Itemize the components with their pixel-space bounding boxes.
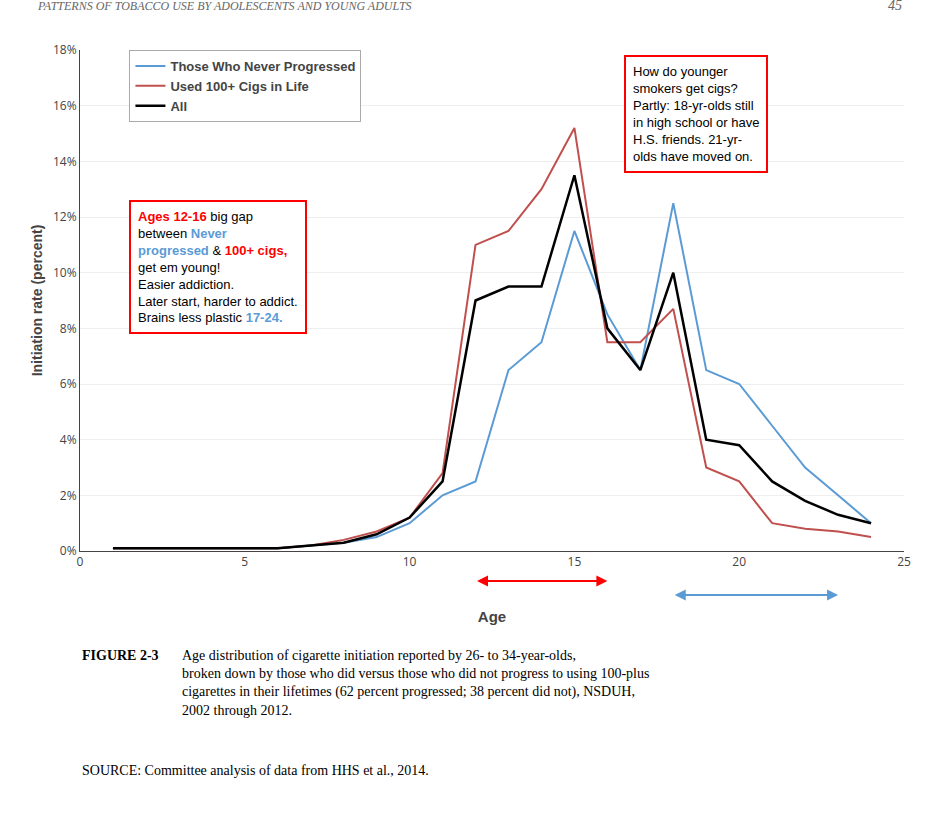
svg-text:Age: Age bbox=[478, 608, 506, 625]
svg-text:18%: 18% bbox=[53, 41, 77, 58]
svg-text:0: 0 bbox=[77, 553, 84, 570]
svg-text:SOURCE: Committee analysis of: SOURCE: Committee analysis of data from … bbox=[82, 763, 429, 778]
svg-text:12%: 12% bbox=[53, 208, 77, 225]
svg-text:PATTERNS OF TOBACCO USE BY ADO: PATTERNS OF TOBACCO USE BY ADOLESCENTS A… bbox=[37, 0, 412, 13]
svg-text:Used 100+ Cigs in Life: Used 100+ Cigs in Life bbox=[170, 79, 308, 94]
svg-text:45: 45 bbox=[888, 0, 902, 13]
svg-text:10: 10 bbox=[403, 553, 417, 570]
svg-text:20: 20 bbox=[732, 553, 746, 570]
svg-text:8%: 8% bbox=[60, 320, 77, 337]
svg-text:Initiation rate (percent): Initiation rate (percent) bbox=[29, 225, 45, 377]
svg-text:25: 25 bbox=[897, 553, 911, 570]
svg-text:14%: 14% bbox=[53, 153, 77, 170]
svg-text:Age distribution of cigarette: Age distribution of cigarette initiation… bbox=[182, 648, 649, 718]
svg-text:All: All bbox=[170, 99, 187, 114]
svg-text:Ages 12-16 big gapbetween Neve: Ages 12-16 big gapbetween Neverprogresse… bbox=[138, 209, 298, 325]
svg-text:4%: 4% bbox=[60, 431, 77, 448]
svg-text:0%: 0% bbox=[60, 542, 77, 559]
svg-text:How do youngersmokers get cigs: How do youngersmokers get cigs?Partly: 1… bbox=[633, 64, 759, 164]
svg-text:5: 5 bbox=[241, 553, 248, 570]
svg-text:10%: 10% bbox=[53, 264, 77, 281]
svg-text:FIGURE 2-3: FIGURE 2-3 bbox=[82, 648, 159, 663]
svg-text:6%: 6% bbox=[60, 375, 77, 392]
svg-text:Those Who Never Progressed: Those Who Never Progressed bbox=[170, 59, 355, 74]
svg-text:15: 15 bbox=[568, 553, 582, 570]
svg-text:16%: 16% bbox=[53, 97, 77, 114]
svg-text:2%: 2% bbox=[60, 487, 77, 504]
